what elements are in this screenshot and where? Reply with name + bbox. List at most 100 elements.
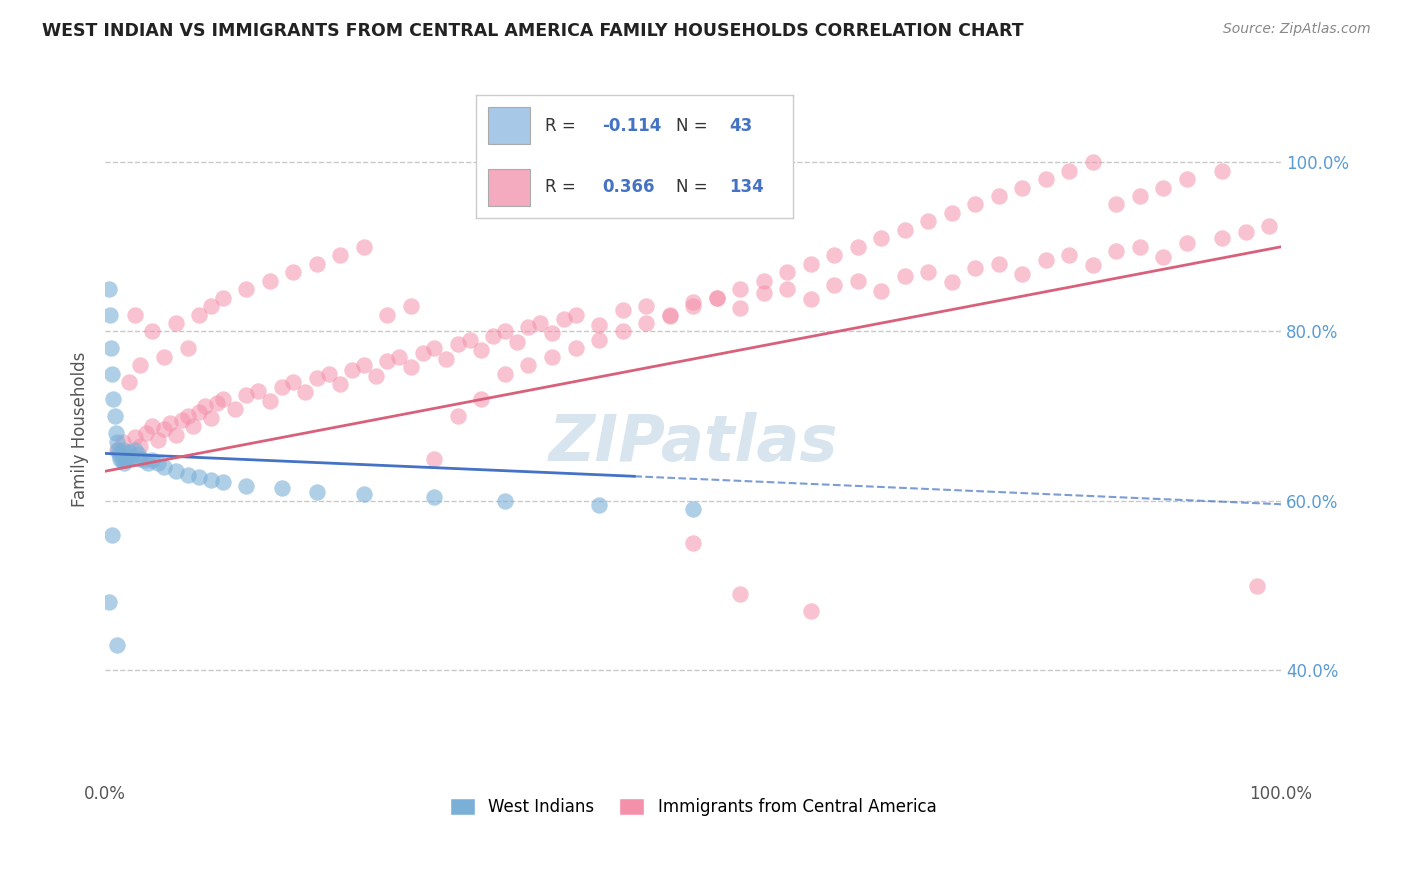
Point — [165, 316, 187, 330]
Point — [776, 282, 799, 296]
Point — [259, 393, 281, 408]
Point — [153, 350, 176, 364]
Point — [612, 303, 634, 318]
Point — [127, 447, 149, 461]
Point — [340, 362, 363, 376]
Point — [658, 308, 681, 322]
Point — [482, 328, 505, 343]
Point — [329, 248, 352, 262]
Text: Source: ZipAtlas.com: Source: ZipAtlas.com — [1223, 22, 1371, 37]
Point — [183, 419, 205, 434]
Point — [110, 451, 132, 466]
Point — [682, 536, 704, 550]
Point — [124, 308, 146, 322]
Point — [105, 443, 128, 458]
Point — [494, 367, 516, 381]
Point — [588, 333, 610, 347]
Point — [165, 464, 187, 478]
Point — [105, 638, 128, 652]
Point — [129, 359, 152, 373]
Point — [752, 274, 775, 288]
Point — [235, 478, 257, 492]
Point — [194, 399, 217, 413]
Point — [141, 419, 163, 434]
Legend: West Indians, Immigrants from Central America: West Indians, Immigrants from Central Am… — [441, 789, 945, 825]
Point — [305, 371, 328, 385]
Point — [447, 409, 470, 424]
Point — [176, 342, 198, 356]
Point — [846, 274, 869, 288]
Point — [247, 384, 270, 398]
Point — [682, 299, 704, 313]
Point — [706, 291, 728, 305]
Point — [283, 265, 305, 279]
Point — [388, 350, 411, 364]
Point — [105, 434, 128, 449]
Point — [541, 326, 564, 341]
Point — [188, 405, 211, 419]
Point — [728, 301, 751, 315]
Point — [329, 376, 352, 391]
Point — [564, 308, 586, 322]
Y-axis label: Family Households: Family Households — [72, 351, 89, 507]
Point — [917, 214, 939, 228]
Point — [97, 282, 120, 296]
Point — [108, 447, 131, 461]
Point — [146, 456, 169, 470]
Point — [136, 456, 159, 470]
Point — [800, 604, 823, 618]
Point — [987, 189, 1010, 203]
Point — [111, 434, 134, 449]
Point — [132, 453, 155, 467]
Point — [211, 291, 233, 305]
Point — [1211, 231, 1233, 245]
Point — [529, 316, 551, 330]
Point — [98, 308, 121, 322]
Point — [965, 260, 987, 275]
Point — [1175, 235, 1198, 250]
Point — [494, 325, 516, 339]
Point — [1105, 197, 1128, 211]
Point — [1035, 172, 1057, 186]
Point — [917, 265, 939, 279]
Point — [470, 343, 492, 358]
Point — [965, 197, 987, 211]
Point — [146, 433, 169, 447]
Point — [129, 439, 152, 453]
Point — [728, 282, 751, 296]
Point — [1152, 250, 1174, 264]
Point — [141, 453, 163, 467]
Point — [1211, 163, 1233, 178]
Point — [1011, 180, 1033, 194]
Point — [112, 456, 135, 470]
Point — [118, 444, 141, 458]
Point — [188, 470, 211, 484]
Point — [1081, 155, 1104, 169]
Point — [682, 502, 704, 516]
Point — [165, 427, 187, 442]
Point — [283, 376, 305, 390]
Point — [124, 430, 146, 444]
Point — [682, 294, 704, 309]
Point — [205, 396, 228, 410]
Point — [1035, 252, 1057, 267]
Point — [118, 376, 141, 390]
Point — [270, 379, 292, 393]
Point — [447, 337, 470, 351]
Point — [104, 426, 127, 441]
Point — [800, 257, 823, 271]
Point — [987, 257, 1010, 271]
Point — [870, 284, 893, 298]
Point — [423, 490, 446, 504]
Point — [1246, 578, 1268, 592]
Point — [353, 487, 375, 501]
Point — [211, 475, 233, 490]
Point — [506, 334, 529, 349]
Point — [170, 413, 193, 427]
Point — [1105, 244, 1128, 258]
Point — [111, 443, 134, 458]
Point — [776, 265, 799, 279]
Point — [399, 299, 422, 313]
Point — [1129, 240, 1152, 254]
Point — [176, 409, 198, 424]
